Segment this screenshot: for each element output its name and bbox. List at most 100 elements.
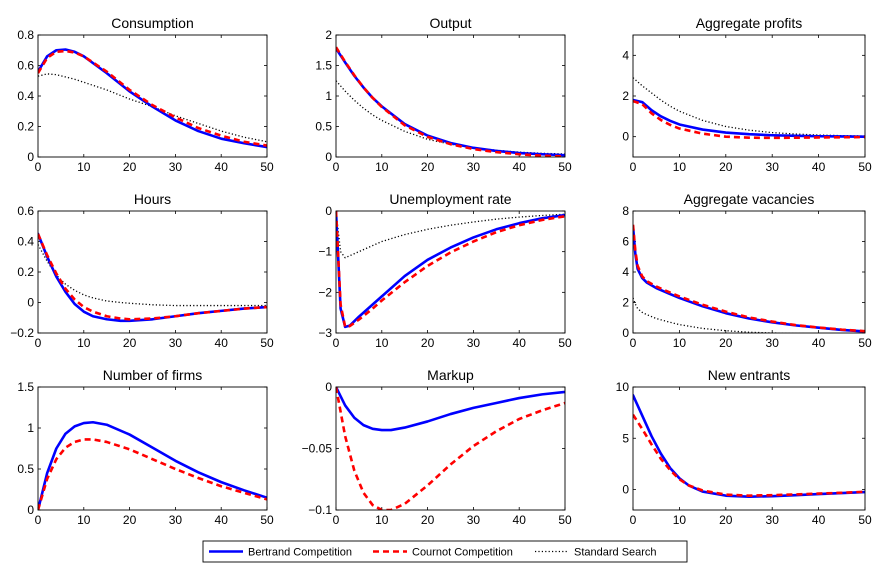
y-tick-label: 1: [27, 421, 34, 435]
y-tick-label: 4: [622, 48, 629, 62]
series-line-bertrand-competition: [336, 211, 565, 329]
y-tick-label: 10: [616, 380, 630, 394]
y-tick-label: 0: [325, 150, 332, 164]
subplot-title: Output: [429, 15, 471, 31]
x-tick-label: 50: [858, 513, 872, 527]
x-tick-label: 10: [375, 336, 389, 350]
series-line-cournot-competition: [336, 387, 565, 510]
x-tick-label: 10: [673, 513, 687, 527]
x-tick-label: 0: [630, 160, 637, 174]
x-tick-label: 20: [719, 336, 733, 350]
x-tick-label: 30: [766, 336, 780, 350]
y-tick-label: 0: [27, 296, 34, 310]
series-line-bertrand-competition: [633, 393, 865, 498]
subplot-consumption: Consumption 0 10 20 30 40 50 0 0.2 0.4 0.6 0.8: [17, 15, 274, 174]
series-line-bertrand-competition: [38, 420, 267, 510]
subplot-aggregate-vacancies: Aggregate vacancies 0 10 20 30 40 50 0 2 4 6 8: [622, 191, 872, 350]
subplot-output: Output 0 10 20 30 40 50 0 0.5 1 1.5 2: [315, 15, 572, 174]
y-tick-label: −0.1: [308, 503, 332, 517]
y-tick-label: 0.4: [17, 235, 34, 249]
legend-label-bertrand-competition: Bertrand Competition: [248, 547, 352, 559]
y-tick-label: −1: [318, 245, 332, 259]
y-tick-label: 1.5: [17, 380, 34, 394]
series-line-cournot-competition: [633, 224, 865, 333]
y-tick-label: 2: [622, 296, 629, 310]
axes-frame: [335, 34, 566, 158]
x-tick-label: 10: [673, 160, 687, 174]
x-tick-label: 0: [333, 513, 340, 527]
x-tick-label: 30: [467, 513, 481, 527]
series-line-cournot-competition: [633, 99, 865, 140]
y-tick-label: 0.6: [17, 59, 34, 73]
axes-frame: [37, 386, 268, 511]
y-tick-label: 4: [622, 265, 629, 279]
series-line-standard-search: [633, 297, 811, 333]
series-line-cournot-competition: [38, 233, 267, 321]
x-tick-label: 20: [421, 160, 435, 174]
y-tick-label: 8: [622, 204, 629, 218]
subplot-unemployment-rate: Unemployment rate 0 10 20 30 40 50 −3 −2 −1 0: [318, 191, 572, 350]
y-tick-label: 1: [325, 89, 332, 103]
subplot-title: Aggregate profits: [696, 15, 803, 31]
x-tick-label: 30: [766, 513, 780, 527]
x-tick-label: 0: [333, 160, 340, 174]
x-tick-label: 50: [558, 513, 572, 527]
series-line-bertrand-competition: [38, 48, 267, 149]
x-tick-label: 10: [673, 336, 687, 350]
x-tick-label: 40: [215, 513, 229, 527]
x-tick-label: 20: [123, 160, 137, 174]
x-tick-label: 10: [77, 513, 91, 527]
x-tick-label: 30: [169, 336, 183, 350]
series-line-standard-search: [633, 77, 865, 137]
y-tick-label: 0.2: [17, 120, 34, 134]
y-tick-label: 1.5: [315, 59, 332, 73]
subplot-new-entrants: New entrants 0 10 20 30 40 50 0 5 10: [616, 367, 872, 527]
x-tick-label: 30: [467, 160, 481, 174]
x-tick-label: 50: [260, 336, 274, 350]
series-line-cournot-competition: [38, 438, 267, 510]
y-tick-label: 0.4: [17, 89, 34, 103]
x-tick-label: 0: [35, 160, 42, 174]
series-line-standard-search: [336, 211, 565, 259]
y-tick-label: 0: [27, 150, 34, 164]
y-tick-label: 6: [622, 235, 629, 249]
x-tick-label: 30: [766, 160, 780, 174]
series-line-bertrand-competition: [336, 387, 565, 432]
x-tick-label: 20: [123, 513, 137, 527]
series-line-cournot-competition: [38, 49, 267, 147]
x-tick-label: 20: [421, 513, 435, 527]
series-line-cournot-competition: [633, 413, 865, 497]
y-tick-label: −0.2: [10, 326, 34, 340]
axes-frame: [632, 386, 866, 511]
y-tick-label: 0.6: [17, 204, 34, 218]
legend-box: [202, 540, 688, 563]
legend-label-standard-search: Standard Search: [574, 547, 657, 559]
subplot-title: New entrants: [708, 367, 790, 383]
x-tick-label: 50: [558, 336, 572, 350]
series-line-bertrand-competition: [633, 98, 865, 138]
x-tick-label: 20: [123, 336, 137, 350]
series-line-bertrand-competition: [336, 47, 565, 157]
x-tick-label: 40: [513, 513, 527, 527]
subplot-title: Aggregate vacancies: [684, 191, 815, 207]
axes-frame: [632, 34, 866, 158]
y-tick-label: 0.5: [315, 120, 332, 134]
x-tick-label: 50: [260, 160, 274, 174]
y-tick-label: 0: [622, 130, 629, 144]
x-tick-label: 30: [169, 160, 183, 174]
y-tick-label: 2: [325, 28, 332, 42]
x-tick-label: 20: [719, 513, 733, 527]
y-tick-label: 0: [325, 380, 332, 394]
x-tick-label: 30: [169, 513, 183, 527]
y-tick-label: 0.2: [17, 265, 34, 279]
x-tick-label: 50: [858, 160, 872, 174]
legend-label-cournot-competition: Cournot Competition: [412, 547, 513, 559]
x-tick-label: 50: [558, 160, 572, 174]
axes-frame: [37, 34, 268, 158]
x-tick-label: 40: [215, 336, 229, 350]
subplot-title: Hours: [134, 191, 171, 207]
x-tick-label: 0: [333, 336, 340, 350]
